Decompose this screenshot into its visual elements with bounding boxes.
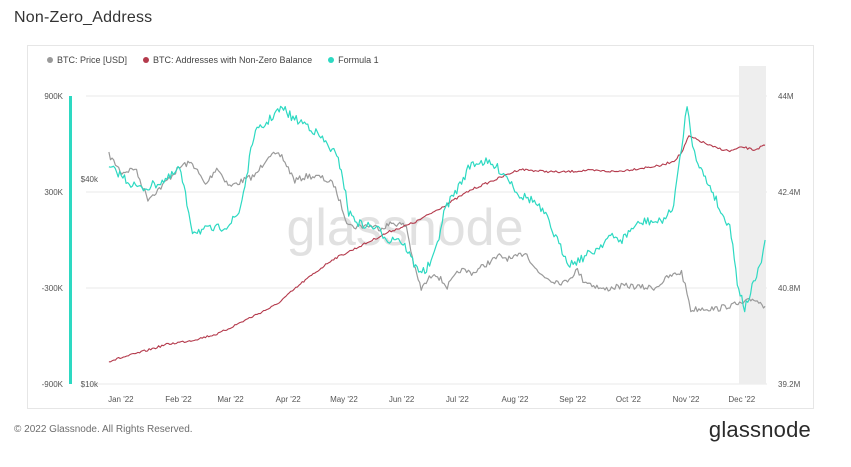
copyright-text: © 2022 Glassnode. All Rights Reserved. [14, 424, 193, 435]
x-tick-5: Jun '22 [389, 395, 415, 404]
x-tick-3: Apr '22 [276, 395, 302, 404]
legend-label-formula: Formula 1 [338, 55, 379, 65]
watermark: glassnode [286, 199, 523, 257]
legend-label-price: BTC: Price [USD] [57, 55, 128, 65]
x-tick-7: Aug '22 [502, 395, 529, 404]
y-tick-formula-3: -900K [42, 380, 64, 389]
x-tick-2: Mar '22 [217, 395, 244, 404]
x-tick-4: May '22 [330, 395, 358, 404]
legend-dot-addresses [143, 57, 150, 63]
series-line-price[interactable] [108, 151, 766, 313]
y-tick-addresses-2: 40.8M [778, 284, 801, 293]
axis-layer: 900K 300K -300K -900K $40k $10k 44M 42.4M 40.8M 3… [42, 92, 801, 404]
x-tick-1: Feb '22 [165, 395, 192, 404]
grid-layer [86, 95, 767, 385]
y-tick-formula-2: -300K [42, 284, 64, 293]
x-tick-6: Jul '22 [446, 395, 469, 404]
x-tick-9: Oct '22 [616, 395, 642, 404]
legend-label-addresses: BTC: Addresses with Non-Zero Balance [153, 55, 313, 65]
chart-legend: BTC: Price [USD] BTC: Addresses with Non… [47, 53, 379, 67]
legend-item-addresses[interactable]: BTC: Addresses with Non-Zero Balance [143, 55, 312, 65]
legend-item-price[interactable]: BTC: Price [USD] [47, 55, 127, 65]
series-line-formula[interactable] [108, 105, 766, 313]
y-tick-addresses-1: 42.4M [778, 188, 801, 197]
formula-axis-bar [69, 96, 72, 384]
x-tick-11: Dec '22 [728, 395, 755, 404]
glassnode-logo[interactable]: glassnode [708, 417, 811, 442]
legend-dot-price [47, 57, 53, 63]
y-tick-price-1: $10k [81, 380, 99, 389]
series-line-addresses[interactable] [108, 135, 766, 363]
y-tick-price-0: $40k [81, 175, 99, 184]
series-layer [108, 105, 766, 363]
y-tick-addresses-3: 39.2M [778, 380, 801, 389]
y-tick-addresses-0: 44M [778, 92, 794, 101]
y-tick-formula-1: 300K [44, 188, 63, 197]
x-tick-8: Sep '22 [559, 395, 586, 404]
legend-dot-formula [328, 57, 335, 63]
x-tick-10: Nov '22 [673, 395, 700, 404]
x-tick-0: Jan '22 [108, 395, 134, 404]
chart-panel [27, 45, 814, 409]
y-tick-formula-0: 900K [44, 92, 63, 101]
page-title: Non-Zero_Address [14, 9, 153, 26]
legend-item-formula[interactable]: Formula 1 [328, 55, 379, 65]
selection-highlight [739, 66, 766, 384]
